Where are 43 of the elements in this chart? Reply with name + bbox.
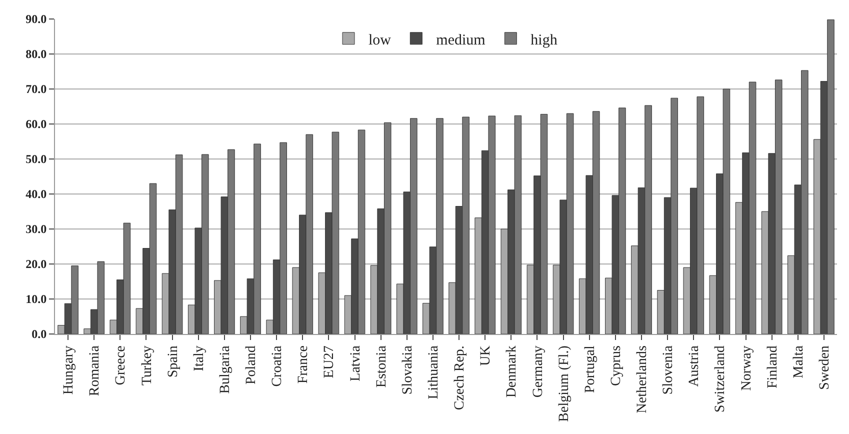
y-tick-label: 60.0 <box>26 117 47 132</box>
x-tick-label: Germany <box>530 346 546 398</box>
x-tick-label: Finland <box>765 346 780 388</box>
x-tick-label: Latvia <box>348 344 364 382</box>
x-tick-label: Belgium (Fl.) <box>556 345 572 422</box>
x-tick-label: Italy <box>192 346 207 372</box>
x-tick-label: Czech Rep. <box>452 346 468 410</box>
x-tick-label: EU27 <box>322 346 338 378</box>
y-tick-label: 40.0 <box>26 187 47 202</box>
x-tick-label: Turkey <box>140 346 155 386</box>
x-tick-label: Sweden <box>818 346 833 390</box>
y-tick-label: 50.0 <box>26 152 47 166</box>
x-tick-label: Romania <box>88 344 103 396</box>
x-tick-label: France <box>296 346 312 384</box>
y-tick-label: 90.0 <box>26 12 47 26</box>
x-tick-label: Estonia <box>374 344 390 388</box>
legend-label: medium <box>436 32 486 48</box>
y-tick-label: 20.0 <box>26 257 47 272</box>
x-tick-label: Switzerland <box>713 346 728 412</box>
x-tick-label: Slovenia <box>661 344 676 395</box>
x-tick-label: Spain <box>166 346 181 378</box>
x-tick-label: Denmark <box>504 346 520 398</box>
x-tick-label: Norway <box>739 346 754 391</box>
x-tick-label: Cyprus <box>608 346 624 386</box>
x-tick-label: Portugal <box>582 346 598 394</box>
y-tick-label: 0.0 <box>32 327 47 342</box>
x-tick-label: Croatia <box>270 344 286 387</box>
y-tick-label: 70.0 <box>26 82 47 96</box>
y-tick-label: 10.0 <box>26 292 47 306</box>
legend-label: low <box>368 32 392 48</box>
x-tick-label: Bulgaria <box>218 344 233 394</box>
x-tick-label: Netherlands <box>635 346 650 414</box>
x-tick-label: Hungary <box>62 346 77 395</box>
legend-label: high <box>530 32 558 48</box>
y-tick-label: 80.0 <box>26 47 47 62</box>
x-tick-label: Slovakia <box>400 344 416 395</box>
x-tick-label: Poland <box>244 346 260 384</box>
y-tick-label: 30.0 <box>26 222 47 236</box>
x-tick-label: Lithuania <box>426 344 442 400</box>
x-tick-label: Austria <box>687 344 702 387</box>
x-tick-label: Malta <box>791 344 806 378</box>
x-tick-label: UK <box>478 346 494 366</box>
x-tick-label: Greece <box>114 346 129 386</box>
